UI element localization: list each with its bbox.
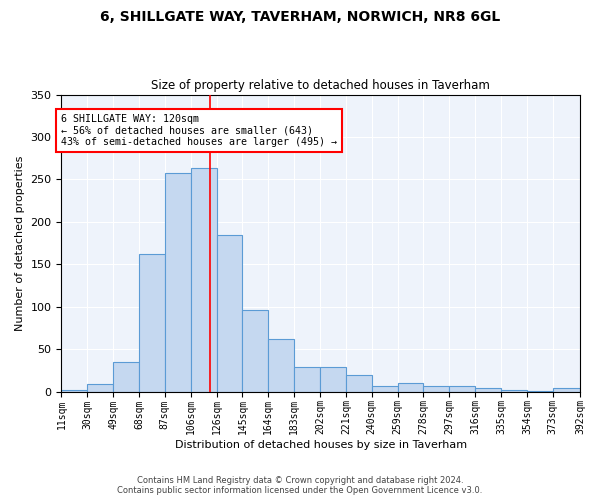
Bar (475, 388, 501, 392)
Bar (61, 390, 87, 392)
Bar (191, 168, 217, 392)
Title: Size of property relative to detached houses in Taverham: Size of property relative to detached ho… (151, 79, 490, 92)
Bar (165, 172, 191, 392)
Bar (553, 388, 580, 392)
Bar (449, 386, 475, 392)
Y-axis label: Number of detached properties: Number of detached properties (15, 156, 25, 330)
Bar (268, 339, 294, 392)
Bar (113, 362, 139, 392)
Bar (139, 254, 165, 392)
Bar (87, 384, 113, 392)
Text: 6 SHILLGATE WAY: 120sqm
← 56% of detached houses are smaller (643)
43% of semi-d: 6 SHILLGATE WAY: 120sqm ← 56% of detache… (61, 114, 337, 148)
Bar (372, 386, 398, 392)
Bar (242, 310, 268, 392)
Bar (294, 367, 320, 392)
Bar (320, 367, 346, 392)
Bar (527, 390, 553, 392)
Bar (217, 236, 242, 392)
Bar (501, 390, 527, 392)
X-axis label: Distribution of detached houses by size in Taverham: Distribution of detached houses by size … (175, 440, 467, 450)
Text: 6, SHILLGATE WAY, TAVERHAM, NORWICH, NR8 6GL: 6, SHILLGATE WAY, TAVERHAM, NORWICH, NR8… (100, 10, 500, 24)
Bar (424, 386, 449, 392)
Bar (398, 383, 424, 392)
Text: Contains HM Land Registry data © Crown copyright and database right 2024.
Contai: Contains HM Land Registry data © Crown c… (118, 476, 482, 495)
Bar (346, 374, 372, 392)
